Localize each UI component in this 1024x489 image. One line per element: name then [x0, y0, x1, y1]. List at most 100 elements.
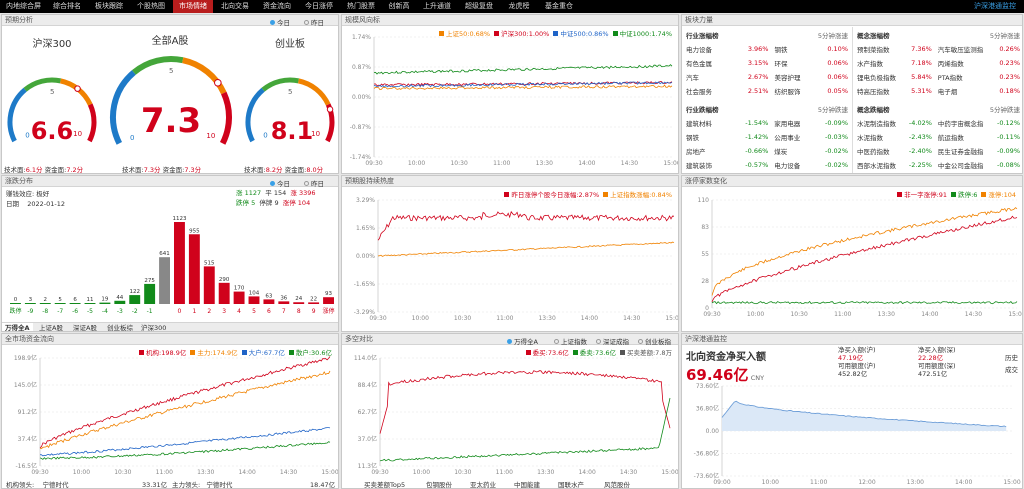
sector-row[interactable]: 中医药指数 -2.40% 民生证券金融指 -0.09% [857, 147, 1020, 156]
sector-row[interactable]: 水泥指数 -2.43% 航运指数 -0.11% [857, 133, 1020, 142]
legend-item-2: 买卖差额:7.8万 [619, 349, 672, 357]
hs300-gauge-mid: 5 [50, 88, 54, 96]
x-tick: 14:00 [581, 315, 598, 322]
y-tick: 1.74% [352, 34, 371, 41]
counts-row-2: 跌停 5 停牌 9 涨停 104 [236, 199, 311, 207]
spread-stock[interactable]: 中国能建 [514, 481, 540, 489]
top-tab-10[interactable]: 上升通道 [423, 2, 451, 10]
y-tick: -1.65% [354, 281, 376, 288]
radio-sz-index[interactable]: 深证成指 [596, 336, 629, 346]
y-tick: 37.4亿 [18, 435, 37, 443]
radio-yesterday[interactable]: 昨日 [304, 178, 324, 188]
y-tick: -36.80亿 [694, 450, 719, 458]
dist-bar-label: 44 [116, 295, 123, 301]
radio-today[interactable]: 今日 [270, 17, 290, 27]
x-tick: 10:30 [454, 469, 471, 476]
top-tab-1[interactable]: 综合排名 [53, 2, 81, 10]
x-tick: 15:00 [1008, 311, 1023, 318]
sector-row[interactable]: 预制菜指数 7.36% 汽车敏压监测指 0.26% [857, 45, 1020, 54]
y-tick: -1.74% [350, 154, 372, 161]
dist-x-label: 1 [192, 308, 196, 315]
cyb-subscores: 技术面:8.2分 资金面:8.0分 [244, 166, 324, 174]
top-tab-13[interactable]: 基金重仓 [545, 2, 573, 10]
panel-title: 涨停家数变化 [685, 177, 727, 185]
line-limitdown [711, 300, 1018, 305]
hs300-gauge-needle [74, 85, 81, 92]
top-tab-2[interactable]: 板块跟踪 [95, 2, 123, 10]
top-tab-4[interactable]: 市场情绪 [173, 0, 213, 13]
capital-flow-panel: 全市场资金流向 机构:198.9亿 主力:174.9亿 大户:67.7亿 散户:30.… [1, 333, 339, 489]
main-lead-value: 18.47亿 [310, 481, 336, 489]
spread-stock[interactable]: 风范股份 [604, 481, 630, 489]
industry-losers-table: 行业跌幅榜 5分钟跌速 建筑材料 -1.54% 家用电器 -0.09% 钢铁 -1.42% 公用… [686, 106, 848, 170]
sector-row[interactable]: 汽车 2.67% 美容护理 0.06% [686, 73, 848, 82]
radio-yesterday[interactable]: 昨日 [304, 17, 324, 27]
sector-row[interactable]: 水产指数 7.18% 丙烯指数 0.23% [857, 59, 1020, 68]
line-large [39, 427, 331, 457]
sector-row[interactable]: 西部水泥指数 -2.25% 中金公司金融指 -0.08% [857, 161, 1020, 170]
subtab-4[interactable]: 沪深300 [141, 324, 167, 332]
dist-bar [159, 257, 170, 304]
dist-bar-label: 2 [44, 297, 48, 303]
x-tick: 11:00 [156, 469, 173, 476]
detail-button[interactable]: 成交 [1005, 366, 1018, 374]
dist-bar [114, 300, 126, 304]
dist-bar-label: 0 [14, 297, 18, 303]
radio-cyb-index[interactable]: 创业板指 [638, 336, 671, 346]
top-tab-8[interactable]: 热门股票 [347, 2, 375, 10]
legend-item-1: 沪深300:1.00% [494, 30, 549, 38]
top-tab-7[interactable]: 今日涨停 [305, 2, 333, 10]
dist-bar [24, 303, 36, 304]
subtab-3[interactable]: 创业板综 [107, 324, 133, 332]
dist-x-label: 涨停 [323, 307, 335, 315]
spread-stock[interactable]: 亚太药业 [470, 481, 496, 489]
sector-row[interactable]: 特高压指数 5.31% 电子烟 0.18% [857, 87, 1020, 96]
y-tick: 91.2亿 [18, 408, 37, 416]
all-a-gauge-mid: 5 [169, 67, 173, 75]
sector-row[interactable]: 建筑装饰 -0.57% 电力设备 -0.02% [686, 161, 848, 170]
top-tab-5[interactable]: 北向交易 [221, 2, 249, 10]
top-tab-11[interactable]: 超级复盘 [465, 2, 493, 10]
radio-today[interactable]: 今日 [270, 178, 290, 188]
sector-row[interactable]: 有色金属 3.15% 环保 0.06% [686, 59, 848, 68]
subtab-0[interactable]: 万得全A [2, 323, 33, 331]
top-tab-0[interactable]: 内地综合屏 [6, 2, 41, 10]
sector-row[interactable]: 水泥制造指数 -4.02% 中药宇宙概念指 -0.12% [857, 119, 1020, 128]
sz-quota: 净买入额(深) 22.28亿 可用额度(深) 472.51亿 [918, 346, 956, 378]
subtab-2[interactable]: 深证A股 [73, 324, 97, 332]
northbound-panel: 沪深港通监控 北向资金净买入额 69.46亿 CNY 净买入额(沪) 47.19亿… [681, 333, 1023, 489]
heat-legend: 昨日涨停个股今日涨幅:2.87% 上证指数涨幅:0.84% [500, 190, 672, 201]
dist-bar [293, 302, 305, 304]
line-sse50 [373, 84, 673, 91]
history-button[interactable]: 历史 [1005, 354, 1018, 362]
sector-row[interactable]: 锂电负极指数 5.84% PTA指数 0.23% [857, 73, 1020, 82]
top-tab-3[interactable]: 个股热图 [137, 2, 165, 10]
top-tab-12[interactable]: 龙虎榜 [508, 2, 530, 10]
panel-title: 沪深港通监控 [685, 335, 727, 343]
x-tick: 09:30 [703, 311, 720, 318]
spread-stock[interactable]: 国联水产 [558, 481, 584, 489]
dist-bar [99, 302, 111, 304]
inst-lead-value: 33.31亿 [142, 481, 168, 489]
breadth-legend: 上证50:0.68% 沪深300:1.00% 中证500:0.86% 中证1000:1… [435, 29, 672, 40]
x-tick: 10:00 [412, 315, 429, 322]
sector-row[interactable]: 电力设备 3.96% 钢铁 0.10% [686, 45, 848, 54]
sector-row[interactable]: 房地产 -0.66% 煤炭 -0.02% [686, 147, 848, 156]
panel-title: 涨跌分布 [5, 177, 33, 185]
subtab-1[interactable]: 上证A股 [39, 324, 63, 332]
date-row: 日期 2022-01-12 [6, 200, 66, 208]
limit-up-panel: 涨停家数变化 非一字涨停:91 跌停:6 涨停:104 110 83 55 28 0 09:3… [681, 175, 1023, 332]
hk-connect-monitor-link[interactable]: 沪深港通监控 [974, 2, 1016, 10]
radio-wind-a[interactable]: 万得全A [507, 336, 538, 346]
sector-row[interactable]: 建筑材料 -1.54% 家用电器 -0.09% [686, 119, 848, 128]
x-tick: 14:00 [955, 479, 972, 486]
dist-x-label: 3 [222, 308, 226, 315]
top-tab-6[interactable]: 资金流向 [263, 2, 291, 10]
radio-sh-index[interactable]: 上证指数 [554, 336, 587, 346]
panel-title: 预期股持续热度 [345, 177, 394, 185]
top-tab-9[interactable]: 创新高 [388, 2, 410, 10]
sector-row[interactable]: 社会服务 2.51% 纺织服饰 0.05% [686, 87, 848, 96]
sector-row[interactable]: 钢铁 -1.42% 公用事业 -0.03% [686, 133, 848, 142]
spread-stock[interactable]: 包钢股份 [426, 481, 452, 489]
all-a-subscores: 技术面:7.3分 资金面:7.3分 [122, 166, 202, 174]
